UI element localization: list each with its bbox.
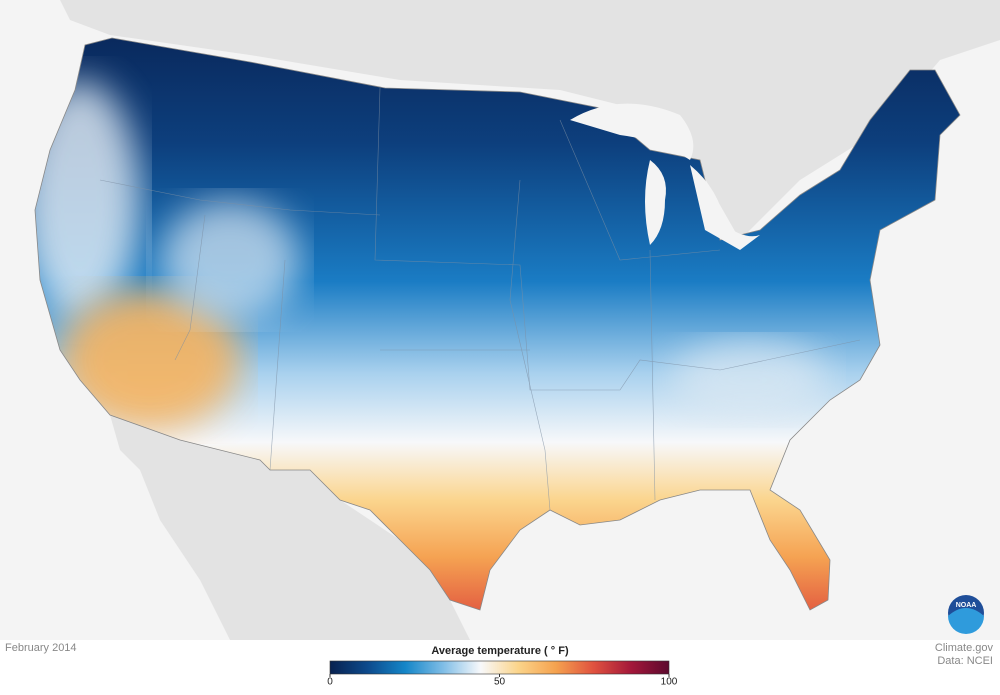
mexico (110, 415, 470, 640)
colorbar-tick-label: 100 (661, 677, 678, 688)
noaa-logo-wave (948, 608, 984, 634)
lake-michigan (645, 160, 666, 245)
southeast-mild (670, 340, 830, 420)
great-basin (160, 200, 300, 320)
colorbar (329, 660, 670, 675)
credit: Climate.gov (935, 642, 994, 654)
canada (60, 0, 1000, 240)
lake-huron-erie (690, 165, 760, 250)
lake-superior (570, 103, 694, 160)
southwest-warm (60, 290, 240, 430)
legend-title: Average temperature ( ° F) (431, 645, 569, 657)
colorbar-tick-label: 0 (327, 677, 333, 688)
colorbar-tick-label: 50 (494, 677, 506, 688)
state-lines (99, 87, 861, 511)
source: Data: NCEI (937, 655, 993, 667)
date: February 2014 (5, 642, 77, 654)
noaa-logo-text: NOAA (956, 602, 977, 609)
